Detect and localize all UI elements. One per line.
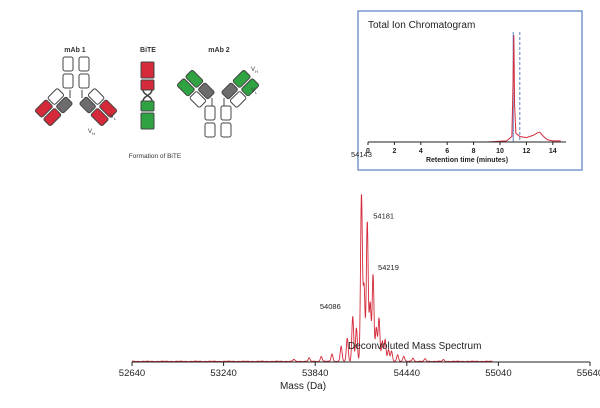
mab1-light-domain: [47, 88, 65, 105]
tic-x-axis-label: Retention time (minutes): [426, 157, 508, 164]
mab2-heavy-domain: [198, 82, 215, 100]
ms-peak-label: 54219: [378, 263, 399, 272]
bite-linker: [142, 89, 153, 102]
diagram-caption: Formation of BiTE: [129, 153, 182, 160]
ms-title: Deconvoluted Mass Spectrum: [348, 341, 481, 352]
tic-series-group: [368, 35, 561, 142]
ms-tick-group: 52640 53240 53840 54440 55040 55640: [119, 362, 600, 379]
bite-red-domain: [140, 61, 155, 79]
ms-x-tick-label: 53240: [210, 368, 236, 379]
tic-tick-group: 0 2 4 6 8 10 12 14: [366, 142, 557, 155]
mab1-heavy-domain: [79, 96, 96, 114]
tic-frame: [357, 10, 583, 171]
bite-green-domain: [140, 100, 155, 112]
ms-x-tick-label: 53840: [302, 368, 328, 379]
tic-title: Total Ion Chromatogram: [368, 20, 475, 31]
mab2-variable-domain: [185, 70, 204, 88]
bite-label: BiTE: [140, 47, 156, 54]
mab1-heavy-domain: [56, 96, 73, 114]
mab2-right-arm: [221, 70, 260, 108]
mab1-vl-label: VL: [110, 114, 117, 121]
tic-x-tick-label: 2: [392, 148, 396, 155]
mab1-fc-domain: [62, 56, 74, 72]
mab2-light-domain: [229, 91, 247, 108]
mab1-right-arm: [79, 88, 118, 126]
mab1-vh-label: VH: [88, 129, 95, 136]
mab2-antibody: VH VL: [176, 67, 260, 138]
ms-peak-label: 54181: [373, 212, 394, 221]
tic-x-tick-label: 14: [549, 148, 557, 155]
ms-x-tick-label: 52640: [119, 368, 145, 379]
ms-peak-label: 54143: [351, 150, 372, 159]
bite-molecule: [140, 61, 155, 130]
mass-spectrum-chart: 52640 53240 53840 54440 55040 55640 54143 5418…: [119, 150, 600, 392]
mab2-vh-label: VH: [251, 67, 258, 74]
ms-series-line: [131, 194, 493, 363]
tic-x-tick-label: 8: [472, 148, 476, 155]
mab1-left-arm: [34, 88, 73, 126]
bite-green-domain: [140, 112, 155, 130]
ms-x-tick-label: 54440: [394, 368, 420, 379]
ms-x-axis-label: Mass (Da): [280, 381, 326, 392]
mab2-variable-domain: [176, 78, 195, 97]
mab2-fc-domain: [204, 105, 216, 121]
ms-x-tick-label: 55040: [485, 368, 511, 379]
mab1-variable-domain: [34, 99, 53, 118]
ms-peak-label-group: 54143 54181 54219 54086: [320, 150, 399, 311]
mab1-fc-domain: [78, 73, 90, 89]
mab2-left-arm: [176, 70, 215, 108]
mab1-fc-domain: [62, 73, 74, 89]
mab1-label: mAb 1: [64, 47, 86, 54]
mab2-vl-label: VL: [251, 88, 258, 95]
mab1-variable-domain: [90, 108, 109, 126]
mab2-light-domain: [189, 91, 207, 108]
tic-x-tick-label: 0: [366, 148, 370, 155]
tic-x-tick-label: 4: [419, 148, 423, 155]
mab2-fc-domain: [220, 122, 232, 138]
tic-series-line: [368, 35, 561, 142]
mab2-variable-domain: [241, 78, 260, 97]
tic-x-tick-label: 10: [496, 148, 504, 155]
ms-x-tick-label: 55640: [577, 368, 600, 379]
mab1-variable-domain: [99, 99, 118, 118]
tic-x-tick-label: 12: [523, 148, 531, 155]
ms-series-group: [131, 194, 493, 363]
mab1-antibody: VL VH: [34, 56, 118, 136]
mab2-heavy-domain: [221, 82, 238, 100]
mab1-fc-domain: [78, 56, 90, 72]
mab1-variable-domain: [43, 108, 62, 126]
bite-red-domain: [140, 79, 155, 91]
mab2-label: mAb 2: [208, 47, 230, 54]
mab1-light-domain: [87, 88, 105, 105]
mab2-fc-domain: [204, 122, 216, 138]
mab2-variable-domain: [232, 70, 251, 88]
bite-formation-diagram: mAb 1 BiTE mAb 2: [34, 47, 260, 160]
tic-x-tick-label: 6: [445, 148, 449, 155]
tic-chart: Total Ion Chromatogram 0 2 4 6 8 10 12 14 Reten…: [357, 10, 583, 171]
ms-peak-label: 54086: [320, 302, 341, 311]
mab2-fc-domain: [220, 105, 232, 121]
